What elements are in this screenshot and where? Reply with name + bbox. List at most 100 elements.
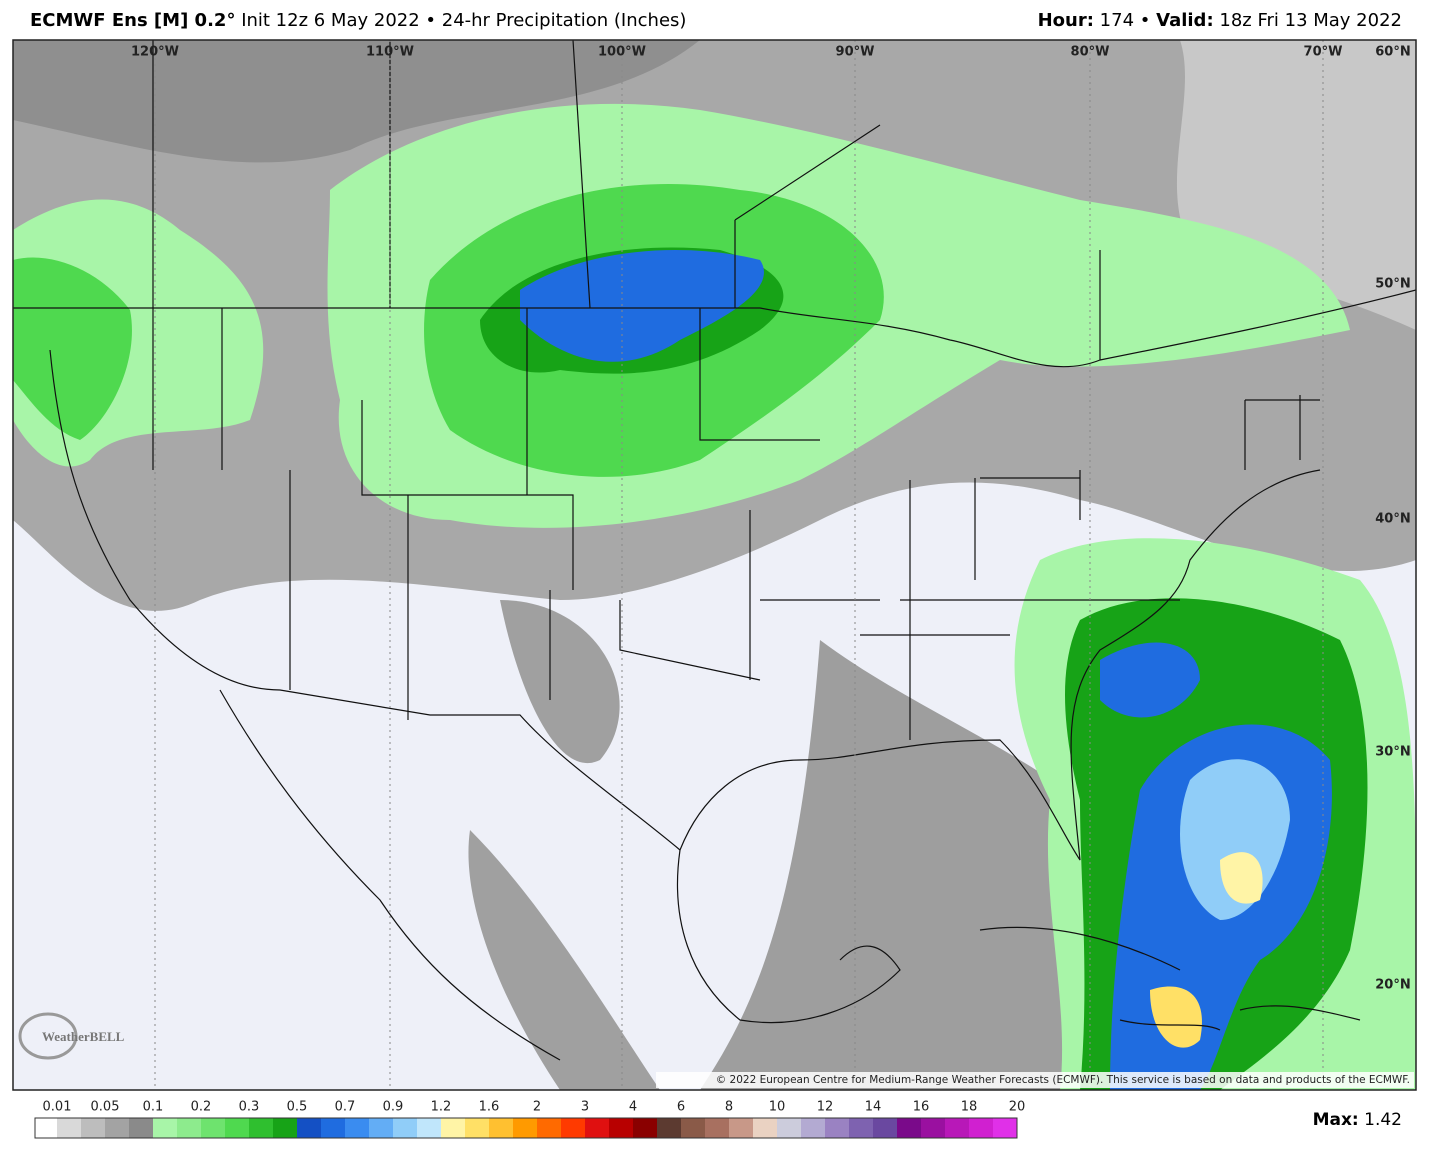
color-swatch <box>129 1118 153 1138</box>
colorbar-label: 0.1 <box>143 1100 164 1115</box>
color-swatch <box>705 1118 729 1138</box>
color-swatch <box>921 1118 945 1138</box>
valid-info: Hour: 174 • Valid: 18z Fri 13 May 2022 <box>1038 10 1402 31</box>
precip-gray <box>500 600 620 764</box>
separator: • <box>1140 10 1151 31</box>
color-swatch <box>369 1118 393 1138</box>
precip-gray-dark <box>13 40 700 163</box>
color-swatch <box>393 1118 417 1138</box>
colorbar-label: 12 <box>817 1100 834 1115</box>
color-swatch <box>489 1118 513 1138</box>
color-swatch <box>825 1118 849 1138</box>
precip-gray <box>468 830 660 1090</box>
lon-label: 120°W <box>131 45 179 60</box>
colorbar-label: 0.01 <box>43 1100 72 1115</box>
color-swatch <box>729 1118 753 1138</box>
color-swatch <box>35 1118 57 1138</box>
borders <box>13 40 1416 1061</box>
colorbar-label: 14 <box>865 1100 882 1115</box>
lon-label: 110°W <box>366 45 414 60</box>
islands <box>979 926 1361 1031</box>
precip-yellow <box>1150 986 1202 1048</box>
lon-label: 80°W <box>1071 45 1110 60</box>
colorbar-label: 0.2 <box>191 1100 212 1115</box>
hour-label: Hour: <box>1038 10 1094 31</box>
hour: 174 <box>1100 10 1134 31</box>
colorbar-label: 8 <box>725 1100 733 1115</box>
precip-green <box>13 257 132 440</box>
color-swatch <box>177 1118 201 1138</box>
colorbar-label: 2 <box>533 1100 541 1115</box>
model: ECMWF Ens [M] 0.2° <box>30 10 235 31</box>
color-swatch <box>609 1118 633 1138</box>
lat-label: 20°N <box>1375 978 1410 993</box>
color-swatch <box>633 1118 657 1138</box>
color-swatch <box>897 1118 921 1138</box>
precip-gray <box>700 640 1102 1090</box>
color-swatch <box>801 1118 825 1138</box>
color-swatch <box>753 1118 777 1138</box>
valid-label: Valid: <box>1156 10 1214 31</box>
color-swatch <box>345 1118 369 1138</box>
precip-yellow <box>1220 852 1263 904</box>
color-swatch <box>201 1118 225 1138</box>
color-swatch <box>777 1118 801 1138</box>
color-swatch <box>153 1118 177 1138</box>
color-swatch <box>945 1118 969 1138</box>
graticule <box>154 40 1324 1090</box>
color-swatch <box>681 1118 705 1138</box>
colorbar-label: 0.05 <box>91 1100 120 1115</box>
lat-label: 40°N <box>1375 512 1410 527</box>
colorbar-label: 18 <box>961 1100 978 1115</box>
map: 120°W 110°W 100°W 90°W 80°W 70°W 60°N 50… <box>12 39 1417 1091</box>
color-swatch <box>105 1118 129 1138</box>
state-borders <box>1244 395 1320 470</box>
coordinate-labels: 120°W 110°W 100°W 90°W 80°W 70°W 60°N 50… <box>131 45 1411 993</box>
max-label: Max: <box>1313 1110 1359 1130</box>
color-swatch <box>993 1118 1017 1138</box>
colorbar-label: 1.2 <box>431 1100 452 1115</box>
info: Init 12z 6 May 2022 • 24-hr Precipitatio… <box>241 10 686 31</box>
map-frame <box>12 39 1417 1091</box>
color-swatch <box>585 1118 609 1138</box>
color-swatch <box>297 1118 321 1138</box>
color-swatch <box>57 1118 81 1138</box>
colorbar-label: 16 <box>913 1100 930 1115</box>
colorbar-label: 3 <box>581 1100 589 1115</box>
precip-blue <box>1100 642 1200 718</box>
color-swatch <box>849 1118 873 1138</box>
color-swatch <box>465 1118 489 1138</box>
coastline <box>219 689 561 1061</box>
lon-label: 100°W <box>598 45 646 60</box>
color-swatch <box>249 1118 273 1138</box>
color-swatch <box>873 1118 897 1138</box>
color-swatch <box>225 1118 249 1138</box>
colorbar-label: 0.9 <box>383 1100 404 1115</box>
color-swatch <box>321 1118 345 1138</box>
coastline <box>677 849 901 1024</box>
border <box>13 289 1416 368</box>
color-swatch <box>561 1118 585 1138</box>
watermark: WeatherBELL <box>18 1012 125 1060</box>
valid: 18z Fri 13 May 2022 <box>1219 10 1402 31</box>
color-swatch <box>417 1118 441 1138</box>
colorbar-label: 4 <box>629 1100 637 1115</box>
lat-label: 60°N <box>1375 45 1410 60</box>
color-swatch <box>537 1118 561 1138</box>
color-swatch <box>273 1118 297 1138</box>
color-swatch <box>441 1118 465 1138</box>
color-swatch <box>513 1118 537 1138</box>
watermark-text: WeatherBELL <box>42 1029 125 1044</box>
colorbar-label: 6 <box>677 1100 685 1115</box>
colorbar-label: 0.5 <box>287 1100 308 1115</box>
lon-label: 70°W <box>1304 45 1343 60</box>
colorbar-label: 0.7 <box>335 1100 356 1115</box>
copyright-background <box>656 1072 1414 1088</box>
max: Max: 1.42 <box>1313 1110 1402 1130</box>
copyright: © 2022 European Centre for Medium-Range … <box>716 1074 1410 1086</box>
max-value: 1.42 <box>1364 1110 1402 1130</box>
coastline <box>49 349 1321 861</box>
colorbar-label: 1.6 <box>479 1100 500 1115</box>
lat-label: 50°N <box>1375 277 1410 292</box>
